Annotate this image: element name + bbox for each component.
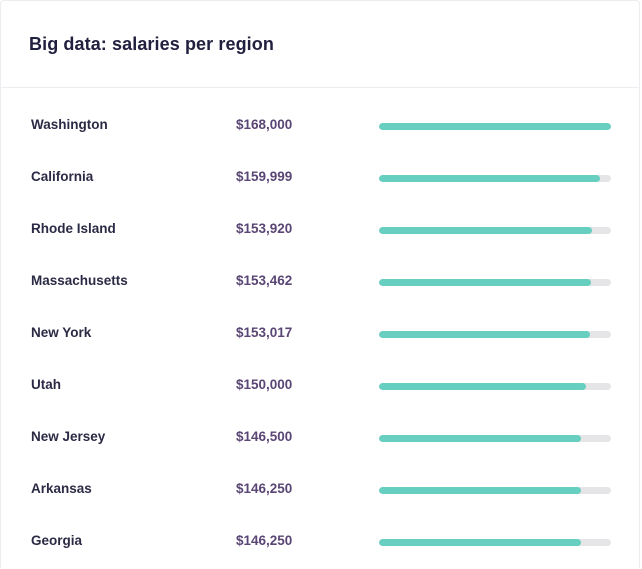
salary-bar-track [379,435,611,442]
region-name: Utah [31,377,61,392]
list-item: Utah $150,000 [1,361,641,413]
salary-value: $153,920 [236,221,293,236]
salary-bar-track [379,539,611,546]
region-name: New Jersey [31,429,106,444]
salary-bar-fill [379,487,582,494]
salary-bar-track [379,175,611,182]
salary-value: $150,000 [236,377,293,392]
salary-bar-fill [379,539,582,546]
salary-bar-track [379,227,611,234]
region-name: Massachusetts [31,273,128,288]
salary-bar-fill [379,383,587,390]
salary-bar-fill [379,123,611,130]
region-name: New York [31,325,92,340]
salary-bar-track [379,487,611,494]
card-header: Big data: salaries per region [1,1,639,88]
list-item: California $159,999 [1,153,641,205]
salary-list: Washington $168,000 California $159,999 … [1,101,641,569]
salary-bar-fill [379,175,600,182]
region-name: Rhode Island [31,221,116,236]
salary-value: $153,017 [236,325,293,340]
salary-value: $159,999 [236,169,293,184]
region-name: Washington [31,117,108,132]
salary-value: $153,462 [236,273,293,288]
salary-value: $146,250 [236,481,293,496]
salary-bar-fill [379,279,591,286]
list-item: New Jersey $146,500 [1,413,641,465]
list-item: Georgia $146,250 [1,517,641,569]
list-item: Massachusetts $153,462 [1,257,641,309]
salary-bar-fill [379,435,582,442]
salary-value: $146,250 [236,533,293,548]
salary-bar-fill [379,227,592,234]
salary-value: $146,500 [236,429,293,444]
salary-bar-track [379,383,611,390]
salary-bar-fill [379,331,591,338]
salary-value: $168,000 [236,117,293,132]
salary-bar-track [379,123,611,130]
list-item: Rhode Island $153,920 [1,205,641,257]
salary-bar-track [379,331,611,338]
list-item: Arkansas $146,250 [1,465,641,517]
region-name: Georgia [31,533,83,548]
list-item: Washington $168,000 [1,101,641,153]
card-title: Big data: salaries per region [29,33,274,54]
list-item: New York $153,017 [1,309,641,361]
region-name: Arkansas [31,481,92,496]
region-name: California [31,169,94,184]
salary-bar-track [379,279,611,286]
